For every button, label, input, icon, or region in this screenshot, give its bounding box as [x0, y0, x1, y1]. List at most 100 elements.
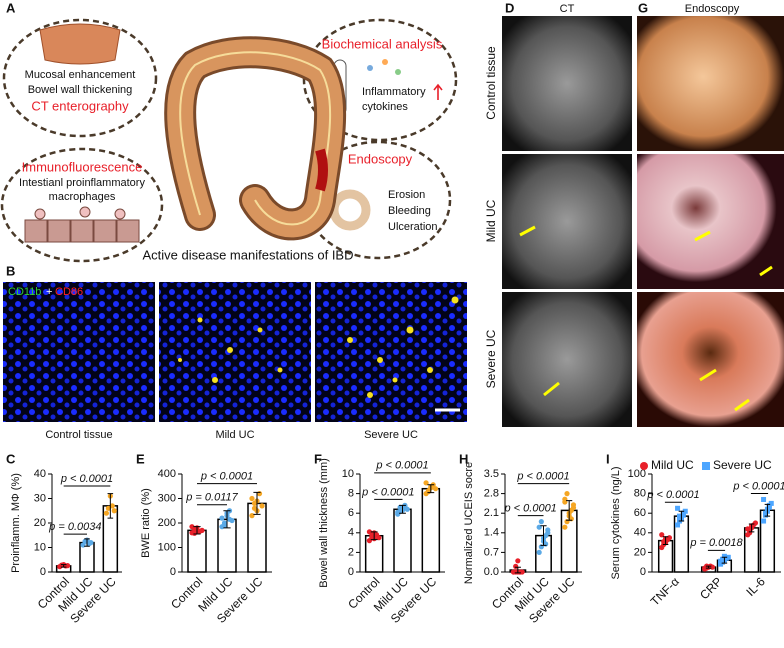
- panel-label: I: [606, 451, 610, 466]
- y-tick-label: 200: [158, 517, 176, 529]
- error-bar: [193, 526, 201, 535]
- x-tick-label: CRP: [697, 574, 725, 602]
- panel-a: A Mucosal enhancement Bowel wall thicken…: [0, 0, 458, 262]
- heading: Biochemical analysis: [322, 36, 443, 51]
- data-point: [199, 527, 205, 533]
- y-tick-label: 20: [34, 517, 46, 529]
- y-tick-label: 0: [348, 566, 354, 578]
- x-tick-label: IL-6: [743, 574, 768, 599]
- data-point: [432, 486, 439, 492]
- dot: [382, 59, 388, 65]
- image: [159, 282, 311, 422]
- row-label: Control tissue: [484, 46, 498, 120]
- data-point: [256, 491, 263, 497]
- error-bar: [514, 566, 521, 574]
- error-bar: [107, 493, 114, 519]
- endoscopy-image: [637, 292, 784, 427]
- row-label: Severe UC: [484, 329, 498, 388]
- p-value: p = 0.0034: [48, 521, 101, 533]
- error-bar: [705, 565, 712, 569]
- y-tick-label: 0.0: [484, 566, 499, 578]
- panel-label: B: [6, 263, 15, 278]
- data-point: [659, 532, 665, 538]
- text: macrophages: [49, 191, 116, 203]
- p-value: p < 0.0001: [200, 471, 253, 483]
- data-point: [369, 531, 375, 537]
- error-bar: [678, 510, 685, 522]
- image: [3, 282, 155, 422]
- panel-title: CT: [560, 3, 575, 15]
- data-point: [189, 524, 195, 530]
- y-tick-label: 40: [34, 468, 46, 480]
- mucosa-icon: [39, 23, 121, 65]
- data-point: [425, 489, 432, 495]
- dot: [395, 69, 401, 75]
- bar: [421, 487, 441, 573]
- data-point: [675, 505, 681, 511]
- dashed-ellipse: [2, 18, 158, 138]
- data-point: [395, 509, 401, 515]
- data-point: [761, 518, 767, 524]
- yellow-cells: [178, 296, 459, 398]
- text: Inflammatory: [362, 86, 426, 98]
- text: Ulceration: [388, 221, 438, 233]
- panel-title: Endoscopy: [685, 3, 740, 15]
- arrow: [694, 230, 773, 412]
- y-axis-title: BWE ratio (%): [140, 488, 152, 558]
- data-point: [366, 538, 373, 544]
- y-tick-label: 10: [34, 541, 46, 553]
- data-point: [402, 503, 408, 509]
- y-tick-label: 100: [158, 541, 176, 553]
- y-tick-label: 100: [628, 468, 646, 480]
- text: Mucosal enhancement: [25, 69, 136, 81]
- error-bar: [748, 523, 755, 533]
- error-bar: [427, 484, 435, 494]
- data-point: [249, 513, 255, 519]
- panel-label: H: [459, 451, 468, 466]
- error-bar: [721, 556, 728, 564]
- image: [315, 282, 467, 422]
- panel-label: F: [314, 451, 322, 466]
- data-point: [105, 505, 111, 511]
- data-point: [745, 526, 751, 532]
- panel-label: A: [6, 0, 16, 15]
- arrow: [519, 225, 560, 397]
- panel-d: D CT Control tissue Mild UC Severe UC: [484, 0, 632, 427]
- legend-label: Severe UC: [713, 458, 772, 472]
- dashed-ellipse: [302, 18, 458, 142]
- y-tick-label: 0: [40, 566, 46, 578]
- error-bar: [223, 510, 231, 529]
- y-tick-label: 2.1: [484, 507, 499, 519]
- data-point: [103, 510, 110, 516]
- p-value: p < 0.0001: [504, 503, 557, 515]
- stain-label: CD11b: [8, 286, 41, 298]
- data-point: [725, 554, 731, 560]
- legend-marker: [640, 462, 648, 470]
- data-point: [88, 540, 94, 546]
- p-value: p < 0.0001: [732, 480, 784, 492]
- image-caption: Severe UC: [364, 429, 418, 441]
- data-point: [221, 522, 228, 529]
- data-point: [570, 502, 577, 508]
- ct-image: [502, 292, 632, 427]
- p-value: p < 0.0001: [516, 471, 569, 483]
- panel-label: G: [638, 0, 648, 15]
- stain-label: +: [46, 286, 52, 298]
- data-point: [676, 513, 682, 519]
- y-axis-title: Proinflamm. MΦ (%): [10, 473, 22, 573]
- error-bar: [566, 500, 573, 521]
- y-tick-label: 20: [634, 546, 646, 558]
- data-point: [376, 535, 382, 541]
- data-point: [538, 519, 544, 525]
- y-tick-label: 2: [348, 546, 354, 558]
- data-point: [515, 558, 521, 564]
- data-point: [249, 495, 255, 502]
- error-bar: [253, 491, 261, 515]
- image-caption: Control tissue: [45, 429, 112, 441]
- p-value: p = 0.0018: [689, 537, 743, 549]
- p-value: p = 0.0117: [185, 492, 238, 504]
- ct-image: [502, 154, 632, 289]
- legend-marker: [702, 462, 710, 470]
- data-point: [562, 524, 568, 530]
- y-tick-label: 8: [348, 488, 354, 500]
